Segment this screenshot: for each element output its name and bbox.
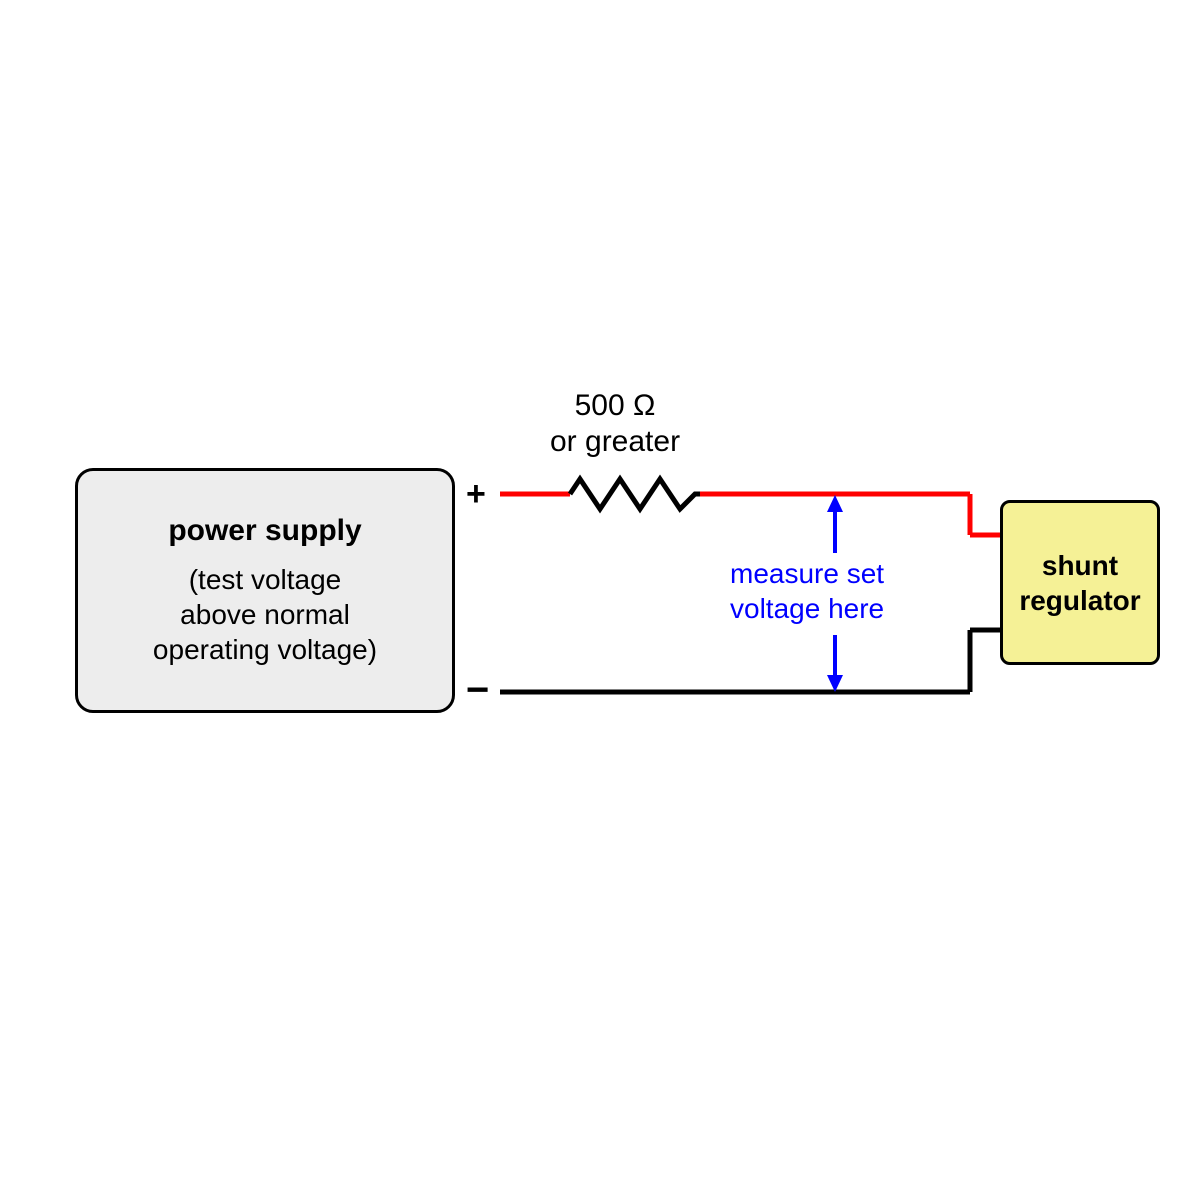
power-supply-sub1: (test voltage xyxy=(153,562,377,597)
resistor-symbol xyxy=(570,479,700,509)
circuit-diagram: power supply (test voltage above normal … xyxy=(0,0,1200,1200)
measure-arrow-down-head xyxy=(827,675,843,692)
power-supply-title: power supply xyxy=(168,514,361,548)
power-supply-box: power supply (test voltage above normal … xyxy=(75,468,455,713)
shunt-title-line1: shunt xyxy=(1019,548,1140,583)
resistor-label-line2: or greater xyxy=(550,424,680,460)
terminal-minus: − xyxy=(466,668,489,713)
measure-label: measure set voltage here xyxy=(730,556,884,626)
measure-arrow-up-head xyxy=(827,495,843,512)
measure-label-line2: voltage here xyxy=(730,591,884,626)
power-supply-sub2: above normal xyxy=(153,597,377,632)
resistor-label: 500 Ω or greater xyxy=(550,388,680,460)
shunt-title-line2: regulator xyxy=(1019,583,1140,618)
resistor-label-line1: 500 Ω xyxy=(550,388,680,424)
measure-label-line1: measure set xyxy=(730,556,884,591)
terminal-plus: + xyxy=(466,475,486,514)
shunt-regulator-box: shunt regulator xyxy=(1000,500,1160,665)
power-supply-sub3: operating voltage) xyxy=(153,632,377,667)
